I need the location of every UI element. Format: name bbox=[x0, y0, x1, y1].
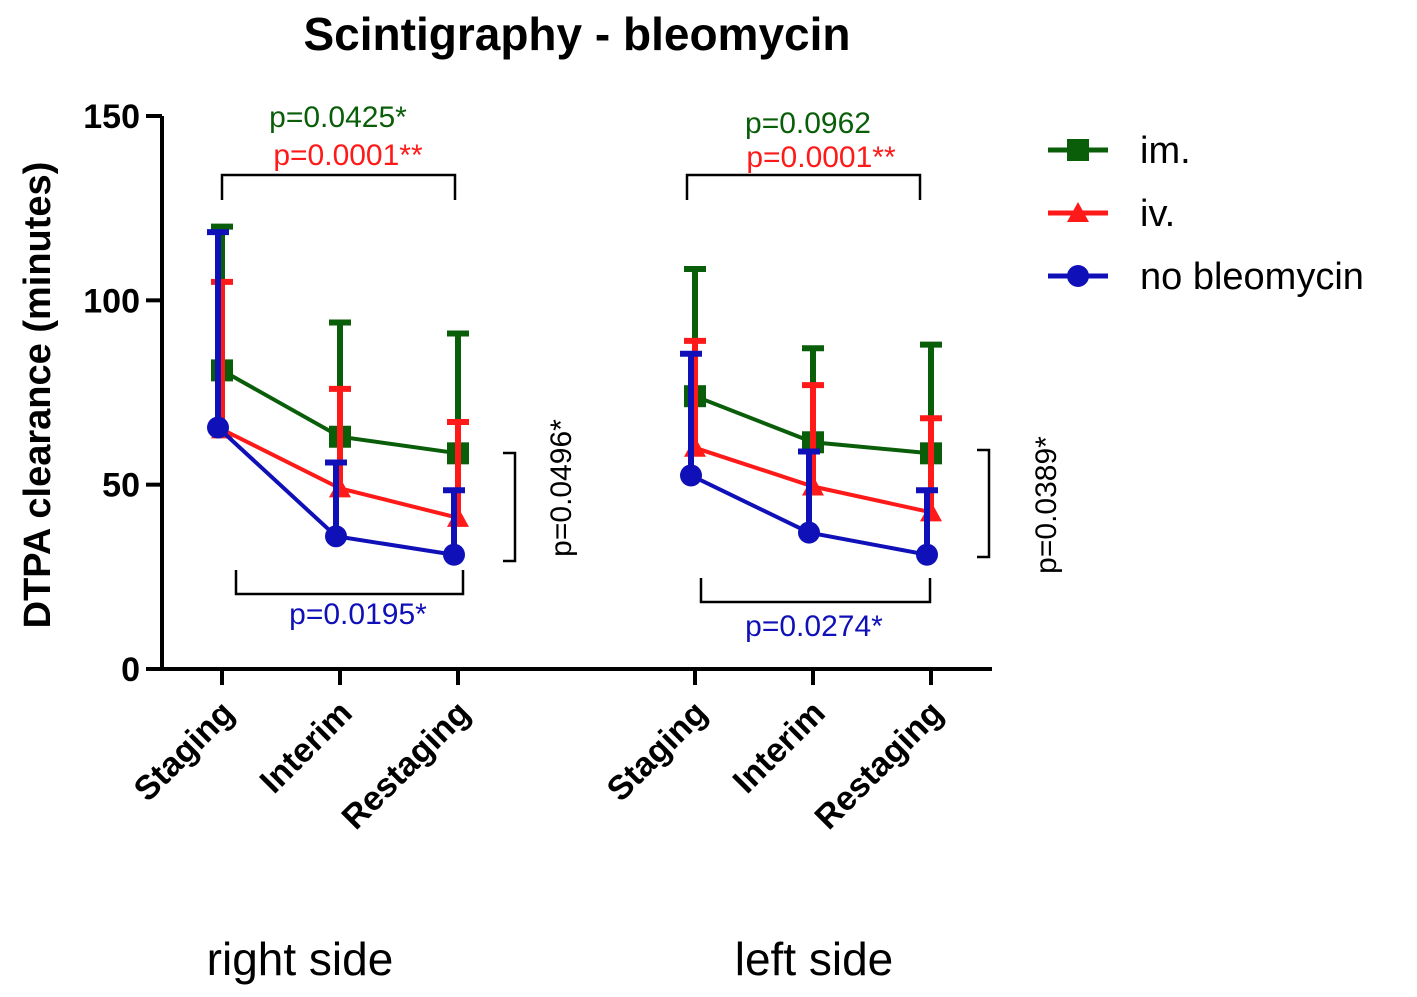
group-label: left side bbox=[735, 933, 894, 985]
annotation-left-top-red: p=0.0001** bbox=[746, 141, 896, 174]
annotation-right-top-green: p=0.0425* bbox=[269, 101, 407, 134]
bracket-left-bottom bbox=[699, 578, 932, 604]
x-tick-label: Interim bbox=[253, 694, 360, 801]
data-point-marker bbox=[1067, 265, 1089, 287]
data-point-marker bbox=[443, 543, 465, 566]
legend-item: iv. bbox=[1048, 193, 1175, 235]
data-point-marker bbox=[207, 416, 229, 439]
bracket-left-side bbox=[977, 448, 991, 559]
annotation-right-top-red: p=0.0001** bbox=[273, 139, 423, 172]
bracket-left-top bbox=[685, 173, 922, 200]
annotation-left-top-green: p=0.0962 bbox=[745, 107, 871, 140]
data-point-marker bbox=[684, 436, 706, 457]
x-tick-label: Restaging bbox=[808, 694, 951, 837]
significance-brackets bbox=[220, 173, 991, 604]
annotation-left-side: p=0.0389* bbox=[1030, 436, 1063, 574]
axes: 0 50 100 150 bbox=[83, 98, 992, 689]
y-tick-label: 100 bbox=[83, 282, 140, 320]
data-point-marker bbox=[916, 543, 938, 566]
legend-item: no bleomycin bbox=[1048, 256, 1364, 298]
data-point-marker bbox=[329, 477, 351, 498]
annotation-left-bottom-blue: p=0.0274* bbox=[745, 610, 883, 643]
legend: im. iv. no bleomycin bbox=[1048, 130, 1364, 298]
annotation-right-bottom-blue: p=0.0195* bbox=[289, 598, 427, 631]
x-tick-label: Staging bbox=[127, 694, 242, 809]
bracket-right-side bbox=[503, 451, 517, 563]
x-tick-label: Interim bbox=[726, 694, 833, 801]
group-label: right side bbox=[207, 933, 394, 985]
y-axis-label: DTPA clearance (minutes) bbox=[17, 162, 59, 629]
data-point-marker bbox=[1067, 202, 1089, 222]
bracket-right-bottom bbox=[234, 570, 465, 596]
y-tick-label: 50 bbox=[102, 467, 140, 505]
data-point-marker bbox=[1067, 139, 1089, 161]
x-tick-label: Staging bbox=[600, 694, 715, 809]
data-point-marker bbox=[680, 464, 702, 487]
p-value-annotations: p=0.0425* p=0.0001** p=0.0195* p=0.0496*… bbox=[269, 101, 1063, 643]
x-tick-label: Restaging bbox=[335, 694, 478, 837]
bracket-right-top bbox=[220, 173, 457, 200]
legend-label: iv. bbox=[1140, 193, 1175, 235]
legend-label: im. bbox=[1140, 130, 1191, 172]
data-point-marker bbox=[798, 521, 820, 544]
y-tick-label: 150 bbox=[83, 98, 140, 136]
y-tick-label: 0 bbox=[121, 651, 140, 689]
plot-area bbox=[207, 223, 942, 566]
data-point-marker bbox=[325, 525, 347, 548]
annotation-right-side: p=0.0496* bbox=[545, 419, 578, 557]
series-2 bbox=[207, 229, 938, 566]
group-labels: right side left side bbox=[207, 933, 894, 985]
legend-item: im. bbox=[1048, 130, 1191, 172]
chart-title: Scintigraphy - bleomycin bbox=[304, 8, 851, 60]
legend-label: no bleomycin bbox=[1140, 256, 1364, 298]
